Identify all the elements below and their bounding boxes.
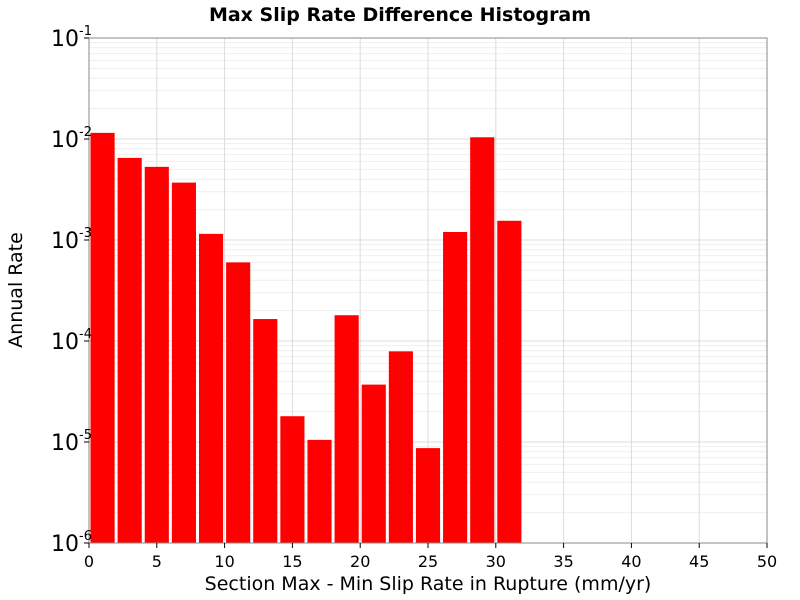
y-ticks: 10-1 10-2 10-3 10-4 10-5 10-6 <box>51 24 92 557</box>
chart-title: Max Slip Rate Difference Histogram <box>209 4 591 26</box>
histogram-bar <box>198 233 224 544</box>
x-tick-label: 10 <box>214 552 234 571</box>
histogram-bar <box>361 384 386 543</box>
x-tick-label: 35 <box>553 552 573 571</box>
histogram-bar <box>117 157 142 543</box>
histogram-bar <box>226 262 251 543</box>
x-tick-label: 45 <box>689 552 709 571</box>
y-tick-label: 10-2 <box>51 125 92 153</box>
histogram-bar <box>90 132 115 544</box>
histogram-bar <box>415 448 441 543</box>
y-tick-label: 10-3 <box>51 226 92 254</box>
histogram-bar <box>253 319 278 543</box>
histogram-bar <box>470 137 495 543</box>
histogram-bar <box>334 315 359 543</box>
y-tick-label: 10-4 <box>51 327 92 355</box>
x-tick-label: 30 <box>486 552 506 571</box>
x-tick-label: 40 <box>621 552 641 571</box>
histogram-bar <box>144 166 169 543</box>
x-axis-label: Section Max - Min Slip Rate in Rupture (… <box>205 573 652 595</box>
histogram-bar <box>443 232 468 544</box>
x-ticks: 0 5 10 15 20 25 30 35 40 45 50 <box>84 543 777 571</box>
x-tick-label: 25 <box>418 552 438 571</box>
y-tick-label: 10-1 <box>51 24 92 52</box>
histogram-bar <box>280 416 305 543</box>
x-tick-label: 5 <box>152 552 162 571</box>
x-tick-label: 50 <box>757 552 777 571</box>
x-tick-label: 0 <box>84 552 94 571</box>
bars <box>90 132 522 544</box>
histogram-bar <box>497 220 522 544</box>
histogram-bar <box>388 351 413 543</box>
y-tick-label: 10-5 <box>51 428 92 456</box>
y-axis-label: Annual Rate <box>5 232 27 348</box>
y-tick-label: 10-6 <box>51 529 92 557</box>
x-tick-label: 15 <box>282 552 302 571</box>
x-tick-label: 20 <box>350 552 370 571</box>
histogram-bar <box>307 439 332 543</box>
histogram-bar <box>171 182 196 543</box>
